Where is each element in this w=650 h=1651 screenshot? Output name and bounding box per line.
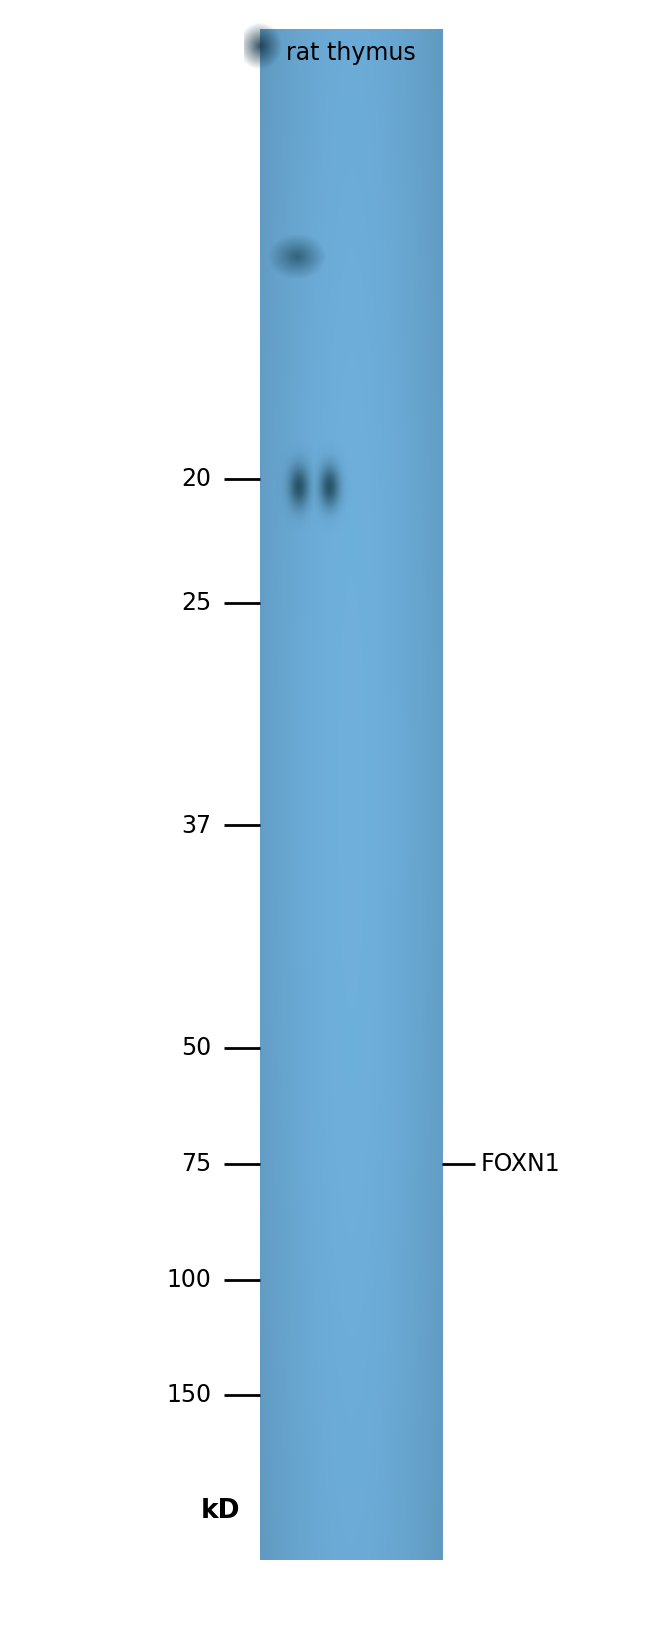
Text: kD: kD bbox=[201, 1497, 240, 1524]
Text: 50: 50 bbox=[181, 1037, 211, 1060]
Text: FOXN1: FOXN1 bbox=[481, 1152, 560, 1176]
Text: 150: 150 bbox=[166, 1384, 211, 1407]
Text: 20: 20 bbox=[181, 467, 211, 490]
Text: rat thymus: rat thymus bbox=[286, 41, 416, 66]
Text: 25: 25 bbox=[181, 591, 211, 614]
Text: 75: 75 bbox=[181, 1152, 211, 1176]
Text: 37: 37 bbox=[181, 814, 211, 837]
Text: 100: 100 bbox=[166, 1268, 211, 1291]
